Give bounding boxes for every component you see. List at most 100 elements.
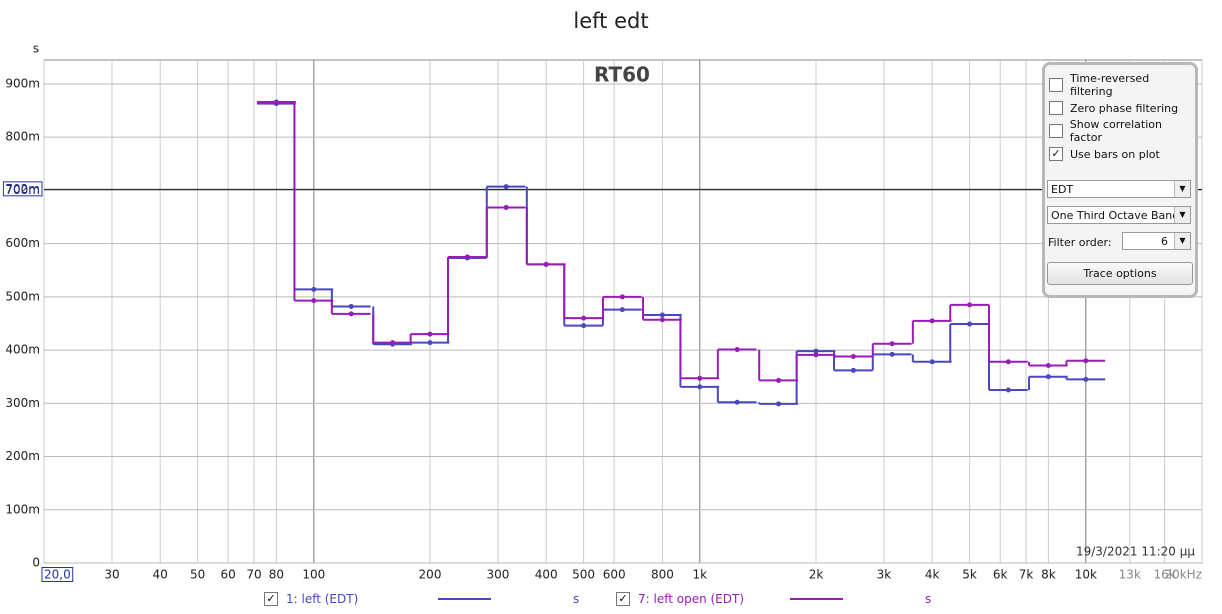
data-point [1045, 363, 1051, 369]
legend-unit: s [573, 592, 580, 606]
legend-swatch [790, 598, 843, 600]
data-point [503, 184, 509, 190]
x-tick-label: 20kHz [1164, 568, 1202, 582]
data-point [348, 303, 354, 309]
x-tick-label: 3k [877, 568, 892, 582]
x-tick-label: 100 [302, 568, 325, 582]
dropdown-arrow: ▼ [1174, 233, 1190, 249]
x-tick-label: 400 [535, 568, 558, 582]
checkbox[interactable] [1049, 78, 1063, 92]
cursor-label: 702m [5, 182, 40, 196]
dropdown-value: One Third Octave Bands [1051, 208, 1185, 222]
data-point [967, 302, 973, 308]
data-point [273, 99, 279, 105]
checkbox-label: Zero phase filtering [1070, 101, 1179, 115]
data-point [659, 317, 665, 323]
data-point [311, 286, 317, 292]
x-tick-label: 30 [104, 568, 119, 582]
chart-title: left edt [573, 9, 648, 33]
legend-item: ✓ 1: left (EDT) s [264, 592, 579, 606]
data-point [929, 359, 935, 365]
x-tick-label: 20,0 [44, 568, 71, 582]
y-tick-label: 300m [5, 396, 40, 410]
data-point [427, 331, 433, 337]
dropdown-arrow: ▼ [1174, 181, 1190, 197]
checkbox[interactable] [1049, 101, 1063, 115]
y-tick-label: 400m [5, 343, 40, 357]
y-tick-label: 500m [5, 289, 40, 303]
data-point [581, 323, 587, 329]
checkbox-row[interactable]: ✓ Use bars on plot [1049, 145, 1160, 163]
dropdown-value: EDT [1051, 182, 1074, 196]
x-tick-label: 60 [221, 568, 236, 582]
data-point [619, 307, 625, 313]
x-tick-label: 70 [246, 568, 261, 582]
legend-checkbox[interactable]: ✓ [264, 592, 278, 606]
y-tick-label: 700m [5, 183, 40, 197]
legend-swatch [438, 598, 491, 600]
data-point [813, 348, 819, 354]
x-tick-label: 6k [993, 568, 1008, 582]
checkbox-row[interactable]: Time-reversed filtering [1049, 72, 1195, 98]
data-point [813, 352, 819, 358]
dropdown-arrow: ▼ [1174, 207, 1190, 223]
checkbox-label: Time-reversed filtering [1069, 72, 1150, 98]
data-point [776, 377, 782, 383]
data-point [581, 315, 587, 321]
x-tick-label: 13k [1119, 568, 1141, 582]
data-point [543, 261, 549, 267]
x-tick-label: 300 [487, 568, 510, 582]
x-tick-label: 2k [809, 568, 824, 582]
x-tick-label: 50 [190, 568, 205, 582]
data-point [889, 351, 895, 357]
legend-item: ✓ 7: left open (EDT) s [616, 592, 931, 606]
checkbox[interactable] [1049, 124, 1063, 138]
data-point [427, 340, 433, 346]
overlay-label: RT60 [594, 63, 650, 87]
x-tick-label: 7k [1019, 568, 1034, 582]
data-point [776, 401, 782, 407]
y-tick-label: 800m [5, 130, 40, 144]
x-tick-label: 8k [1041, 568, 1056, 582]
checkbox-row[interactable]: Show correlation factor [1049, 118, 1195, 144]
data-point [348, 311, 354, 317]
data-point [619, 294, 625, 300]
x-tick-label: 80 [269, 568, 284, 582]
data-point [464, 254, 470, 260]
x-tick-label: 1k [693, 568, 708, 582]
dropdown-value: 6 [1161, 234, 1168, 248]
data-point [967, 321, 973, 327]
checkbox-label: Show correlation factor [1069, 118, 1162, 144]
y-tick-label: 0 [32, 556, 40, 570]
y-tick-label: 600m [5, 236, 40, 250]
x-tick-box [41, 567, 74, 582]
y-tick-label: 900m [5, 76, 40, 90]
data-point [311, 298, 317, 304]
x-tick-label: 5k [962, 568, 977, 582]
legend-checkbox[interactable]: ✓ [616, 592, 630, 606]
bands-dropdown[interactable]: One Third Octave Bands ▼ [1047, 206, 1191, 224]
filter-order-label: Filter order: [1048, 236, 1112, 249]
checkbox-row[interactable]: Zero phase filtering [1049, 99, 1178, 117]
data-point [1005, 359, 1011, 365]
checkbox-label: Use bars on plot [1070, 147, 1160, 161]
data-point [1083, 376, 1089, 382]
data-point [889, 341, 895, 347]
x-tick-label: 500 [572, 568, 595, 582]
x-tick-label: 10k [1075, 568, 1097, 582]
x-tick-label: 800 [651, 568, 674, 582]
data-point [850, 367, 856, 373]
data-point [697, 384, 703, 390]
measure-dropdown[interactable]: EDT ▼ [1047, 180, 1191, 198]
data-point [850, 353, 856, 359]
checkbox[interactable]: ✓ [1049, 147, 1063, 161]
data-point [697, 375, 703, 381]
cursor-label-box [2, 181, 43, 197]
legend-unit: s [925, 592, 932, 606]
filter-order-dropdown[interactable]: 6 ▼ [1122, 232, 1191, 250]
trace-options-button[interactable]: Trace options [1047, 262, 1193, 285]
legend-label: 1: left (EDT) [286, 592, 359, 606]
data-point [1045, 374, 1051, 380]
